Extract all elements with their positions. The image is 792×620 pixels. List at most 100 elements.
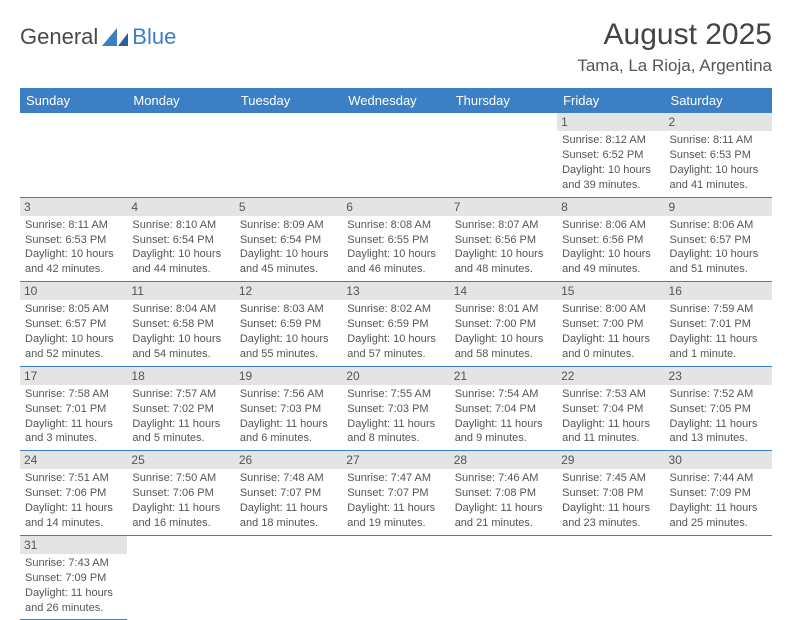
sunrise-text: Sunrise: 7:48 AM xyxy=(240,471,337,486)
daylight-text: and 42 minutes. xyxy=(25,262,122,277)
daylight-text: and 8 minutes. xyxy=(347,431,444,446)
calendar-cell: 15Sunrise: 8:00 AMSunset: 7:00 PMDayligh… xyxy=(557,282,664,367)
sunset-text: Sunset: 7:09 PM xyxy=(25,571,122,586)
sunset-text: Sunset: 7:01 PM xyxy=(670,317,767,332)
calendar-row: 3Sunrise: 8:11 AMSunset: 6:53 PMDaylight… xyxy=(20,197,772,282)
sunset-text: Sunset: 6:57 PM xyxy=(670,233,767,248)
daylight-text: Daylight: 10 hours xyxy=(455,332,552,347)
sunset-text: Sunset: 6:56 PM xyxy=(562,233,659,248)
daylight-text: and 39 minutes. xyxy=(562,178,659,193)
calendar-cell: 8Sunrise: 8:06 AMSunset: 6:56 PMDaylight… xyxy=(557,197,664,282)
sunrise-text: Sunrise: 8:04 AM xyxy=(132,302,229,317)
daylight-text: Daylight: 11 hours xyxy=(132,501,229,516)
calendar-cell: 16Sunrise: 7:59 AMSunset: 7:01 PMDayligh… xyxy=(665,282,772,367)
sunset-text: Sunset: 6:59 PM xyxy=(240,317,337,332)
daylight-text: and 6 minutes. xyxy=(240,431,337,446)
daylight-text: Daylight: 10 hours xyxy=(670,163,767,178)
sunset-text: Sunset: 6:53 PM xyxy=(670,148,767,163)
sunrise-text: Sunrise: 7:53 AM xyxy=(562,387,659,402)
weekday-header: Thursday xyxy=(450,88,557,113)
daylight-text: and 54 minutes. xyxy=(132,347,229,362)
sunset-text: Sunset: 7:08 PM xyxy=(562,486,659,501)
day-number: 16 xyxy=(665,282,772,300)
sunrise-text: Sunrise: 7:50 AM xyxy=(132,471,229,486)
daylight-text: Daylight: 11 hours xyxy=(25,501,122,516)
weekday-header: Friday xyxy=(557,88,664,113)
daylight-text: Daylight: 11 hours xyxy=(25,417,122,432)
daylight-text: Daylight: 10 hours xyxy=(25,247,122,262)
calendar-cell: 17Sunrise: 7:58 AMSunset: 7:01 PMDayligh… xyxy=(20,366,127,451)
daylight-text: and 48 minutes. xyxy=(455,262,552,277)
daylight-text: and 58 minutes. xyxy=(455,347,552,362)
sunrise-text: Sunrise: 8:00 AM xyxy=(562,302,659,317)
calendar-cell xyxy=(557,535,664,620)
sunrise-text: Sunrise: 7:54 AM xyxy=(455,387,552,402)
daylight-text: and 9 minutes. xyxy=(455,431,552,446)
day-number: 10 xyxy=(20,282,127,300)
calendar-cell: 13Sunrise: 8:02 AMSunset: 6:59 PMDayligh… xyxy=(342,282,449,367)
page-header: General Blue August 2025 Tama, La Rioja,… xyxy=(20,18,772,76)
calendar-cell xyxy=(235,113,342,197)
day-number: 29 xyxy=(557,451,664,469)
calendar-row: 24Sunrise: 7:51 AMSunset: 7:06 PMDayligh… xyxy=(20,451,772,536)
calendar-cell: 19Sunrise: 7:56 AMSunset: 7:03 PMDayligh… xyxy=(235,366,342,451)
sunset-text: Sunset: 7:06 PM xyxy=(132,486,229,501)
daylight-text: Daylight: 10 hours xyxy=(25,332,122,347)
calendar-cell: 4Sunrise: 8:10 AMSunset: 6:54 PMDaylight… xyxy=(127,197,234,282)
calendar-cell: 21Sunrise: 7:54 AMSunset: 7:04 PMDayligh… xyxy=(450,366,557,451)
day-number: 20 xyxy=(342,367,449,385)
logo-word1: General xyxy=(20,24,98,50)
sunset-text: Sunset: 7:08 PM xyxy=(455,486,552,501)
sunrise-text: Sunrise: 7:59 AM xyxy=(670,302,767,317)
daylight-text: Daylight: 10 hours xyxy=(347,332,444,347)
calendar-row: 17Sunrise: 7:58 AMSunset: 7:01 PMDayligh… xyxy=(20,366,772,451)
calendar-cell: 6Sunrise: 8:08 AMSunset: 6:55 PMDaylight… xyxy=(342,197,449,282)
sunset-text: Sunset: 7:03 PM xyxy=(240,402,337,417)
daylight-text: Daylight: 11 hours xyxy=(25,586,122,601)
sunrise-text: Sunrise: 8:05 AM xyxy=(25,302,122,317)
calendar-cell: 31Sunrise: 7:43 AMSunset: 7:09 PMDayligh… xyxy=(20,535,127,620)
calendar-cell: 2Sunrise: 8:11 AMSunset: 6:53 PMDaylight… xyxy=(665,113,772,197)
sunrise-text: Sunrise: 8:03 AM xyxy=(240,302,337,317)
day-number: 31 xyxy=(20,536,127,554)
day-number: 13 xyxy=(342,282,449,300)
logo-word2: Blue xyxy=(132,24,176,50)
sunrise-text: Sunrise: 8:06 AM xyxy=(562,218,659,233)
sunrise-text: Sunrise: 8:09 AM xyxy=(240,218,337,233)
daylight-text: Daylight: 10 hours xyxy=(132,247,229,262)
sunrise-text: Sunrise: 8:01 AM xyxy=(455,302,552,317)
daylight-text: Daylight: 11 hours xyxy=(562,501,659,516)
sunrise-text: Sunrise: 8:06 AM xyxy=(670,218,767,233)
day-number: 5 xyxy=(235,198,342,216)
calendar-cell xyxy=(20,113,127,197)
sunset-text: Sunset: 6:53 PM xyxy=(25,233,122,248)
daylight-text: Daylight: 10 hours xyxy=(455,247,552,262)
calendar-cell: 26Sunrise: 7:48 AMSunset: 7:07 PMDayligh… xyxy=(235,451,342,536)
sunset-text: Sunset: 6:52 PM xyxy=(562,148,659,163)
daylight-text: and 21 minutes. xyxy=(455,516,552,531)
calendar-cell: 1Sunrise: 8:12 AMSunset: 6:52 PMDaylight… xyxy=(557,113,664,197)
daylight-text: and 5 minutes. xyxy=(132,431,229,446)
daylight-text: Daylight: 11 hours xyxy=(562,417,659,432)
calendar-cell xyxy=(342,113,449,197)
sunset-text: Sunset: 7:05 PM xyxy=(670,402,767,417)
daylight-text: and 16 minutes. xyxy=(132,516,229,531)
sunset-text: Sunset: 6:54 PM xyxy=(132,233,229,248)
calendar-cell xyxy=(450,113,557,197)
logo: General Blue xyxy=(20,24,176,50)
sunset-text: Sunset: 7:09 PM xyxy=(670,486,767,501)
weekday-header: Wednesday xyxy=(342,88,449,113)
daylight-text: and 41 minutes. xyxy=(670,178,767,193)
calendar-cell: 27Sunrise: 7:47 AMSunset: 7:07 PMDayligh… xyxy=(342,451,449,536)
daylight-text: Daylight: 10 hours xyxy=(347,247,444,262)
day-number: 18 xyxy=(127,367,234,385)
sunset-text: Sunset: 7:04 PM xyxy=(455,402,552,417)
location: Tama, La Rioja, Argentina xyxy=(577,56,772,76)
daylight-text: Daylight: 11 hours xyxy=(347,501,444,516)
calendar-cell: 22Sunrise: 7:53 AMSunset: 7:04 PMDayligh… xyxy=(557,366,664,451)
day-number: 6 xyxy=(342,198,449,216)
day-number: 7 xyxy=(450,198,557,216)
calendar-cell: 5Sunrise: 8:09 AMSunset: 6:54 PMDaylight… xyxy=(235,197,342,282)
sunset-text: Sunset: 7:03 PM xyxy=(347,402,444,417)
sunrise-text: Sunrise: 7:56 AM xyxy=(240,387,337,402)
